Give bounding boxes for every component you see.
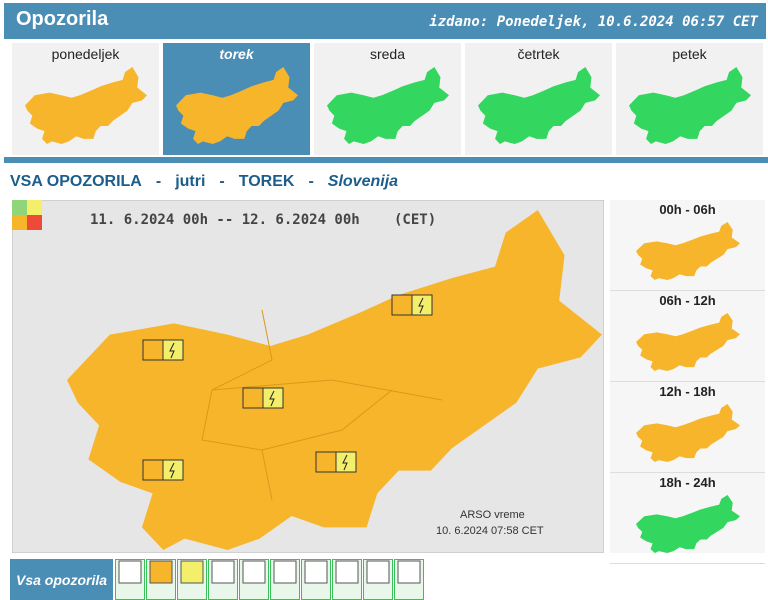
day-tile[interactable]: četrtek <box>465 43 612 155</box>
type-icon <box>180 560 204 584</box>
separator <box>4 157 768 163</box>
banner-sep: - <box>219 173 225 190</box>
icon-rain <box>391 294 413 316</box>
period-column: 00h - 06h 06h - 12h 12h - 18h 18h - 24h <box>610 200 765 564</box>
legend-green <box>12 200 27 215</box>
type-icon <box>149 560 173 584</box>
type-icon <box>397 560 421 584</box>
icon-bolt <box>169 342 175 359</box>
day-label: četrtek <box>517 46 560 62</box>
mini-map <box>175 67 298 144</box>
type-icon <box>335 560 359 584</box>
banner: VSA OPOZORILA - jutri - TOREK - Slovenija <box>10 169 598 194</box>
icon-bolt <box>342 454 348 471</box>
slovenia-shape <box>477 67 600 144</box>
day-tile[interactable]: petek <box>616 43 763 155</box>
period-tile[interactable]: 12h - 18h <box>610 384 765 473</box>
period-label: 06h - 12h <box>659 293 716 308</box>
period-tile[interactable]: 00h - 06h <box>610 202 765 291</box>
period-tile[interactable]: 06h - 12h <box>610 293 765 382</box>
day-label: sreda <box>369 46 406 62</box>
type-icon <box>118 560 142 584</box>
period-label: 12h - 18h <box>659 384 716 399</box>
type-icon <box>242 560 266 584</box>
slovenia-shape <box>326 67 449 144</box>
day-tile[interactable]: sreda <box>314 43 461 155</box>
banner-region: Slovenija <box>327 173 399 190</box>
mini-map <box>635 495 740 553</box>
icon-bolt <box>418 297 424 314</box>
legend-yellow <box>27 200 42 215</box>
warning-type-tabs <box>115 559 424 600</box>
day-label: ponedeljek <box>51 46 120 62</box>
banner-title: VSA OPOZORILA <box>10 173 142 190</box>
legend-orange <box>12 215 27 230</box>
header-bar: Opozorila izdano: Ponedeljek, 10.6.2024 … <box>4 3 766 39</box>
day-tile[interactable]: ponedeljek <box>12 43 159 155</box>
warning-map: 11. 6.2024 00h -- 12. 6.2024 00h (CET) A… <box>12 200 604 553</box>
day-label: petek <box>672 46 707 62</box>
mini-map <box>24 67 147 144</box>
slovenia-shape <box>628 67 751 144</box>
mini-map <box>635 222 740 280</box>
icon-bolt <box>169 462 175 479</box>
type-icon <box>211 560 235 584</box>
mini-map <box>635 404 740 462</box>
slovenia-shape <box>635 404 740 462</box>
type-icon <box>304 560 328 584</box>
mini-map <box>326 67 449 144</box>
issued-time: izdano: Ponedeljek, 10.6.2024 06:57 CET <box>429 14 758 30</box>
icon-rain <box>315 451 337 473</box>
banner-sep: - <box>155 173 162 190</box>
slovenia-shape <box>635 313 740 371</box>
period-label: 18h - 24h <box>659 475 716 490</box>
day-label: torek <box>219 46 254 62</box>
day-tile[interactable]: torek <box>163 43 310 155</box>
banner-sep: - <box>308 173 314 190</box>
slovenia-shape <box>635 222 740 280</box>
period-tile[interactable]: 18h - 24h <box>610 475 765 564</box>
mini-map <box>477 67 600 144</box>
icon-storm <box>262 387 284 409</box>
map-timezone: (CET) <box>394 212 436 228</box>
banner-when: jutri <box>175 173 206 190</box>
tab-all-warnings[interactable]: Vsa opozorila <box>10 559 113 600</box>
icon-rain <box>142 459 164 481</box>
header-title: Opozorila <box>16 8 109 30</box>
icon-rain <box>242 387 264 409</box>
region-borders <box>201 309 443 501</box>
slovenia-shape <box>635 495 740 553</box>
period-label: 00h - 06h <box>659 202 716 217</box>
map-timestamp: 10. 6.2024 07:58 CET <box>436 525 544 537</box>
type-icon <box>366 560 390 584</box>
type-icon <box>273 560 297 584</box>
icon-storm <box>411 294 433 316</box>
mini-map <box>635 313 740 371</box>
map-source: ARSO vreme <box>460 509 525 521</box>
slovenia-shape <box>24 67 147 144</box>
icon-storm <box>162 339 184 361</box>
icon-bolt <box>269 390 275 407</box>
icon-rain <box>142 339 164 361</box>
icon-storm <box>335 451 357 473</box>
icon-storm <box>162 459 184 481</box>
legend-red <box>27 215 42 230</box>
map-period: 11. 6.2024 00h -- 12. 6.2024 00h <box>90 212 360 228</box>
map-icons <box>142 294 433 481</box>
banner-day: TOREK <box>238 173 295 190</box>
mini-map <box>628 67 751 144</box>
slovenia-shape <box>175 67 298 144</box>
